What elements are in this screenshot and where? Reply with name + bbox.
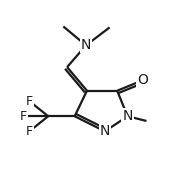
Text: O: O (137, 73, 148, 87)
Text: N: N (100, 124, 110, 138)
Text: F: F (26, 125, 33, 138)
Text: N: N (122, 109, 133, 123)
Text: N: N (81, 38, 91, 52)
Text: F: F (20, 110, 27, 123)
Text: F: F (26, 95, 33, 108)
